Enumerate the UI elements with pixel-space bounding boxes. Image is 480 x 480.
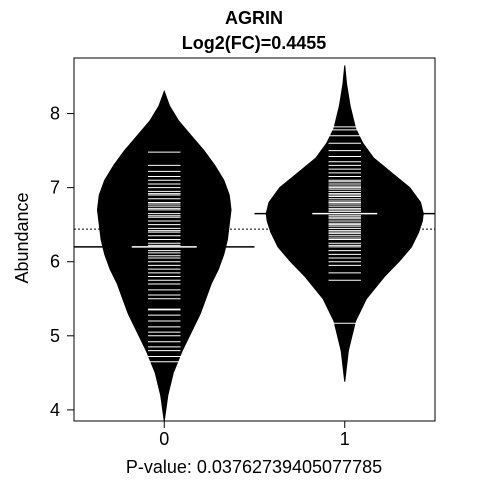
x-tick-label: 1 [340,429,350,449]
y-tick-label: 5 [50,326,60,346]
x-tick-label: 0 [159,429,169,449]
y-tick-label: 6 [50,252,60,272]
chart-subtitle: Log2(FC)=0.4455 [182,33,327,53]
plot-area: 0 1 4 5 6 7 8 [50,65,435,449]
y-axis-label: Abundance [12,192,32,283]
y-tick-label: 8 [50,104,60,124]
x-axis-label: P-value: 0.03762739405077785 [126,457,382,477]
chart-title: AGRIN [225,8,283,28]
y-tick-label: 4 [50,400,60,420]
plot-frame [73,57,436,422]
y-tick-label: 7 [50,178,60,198]
